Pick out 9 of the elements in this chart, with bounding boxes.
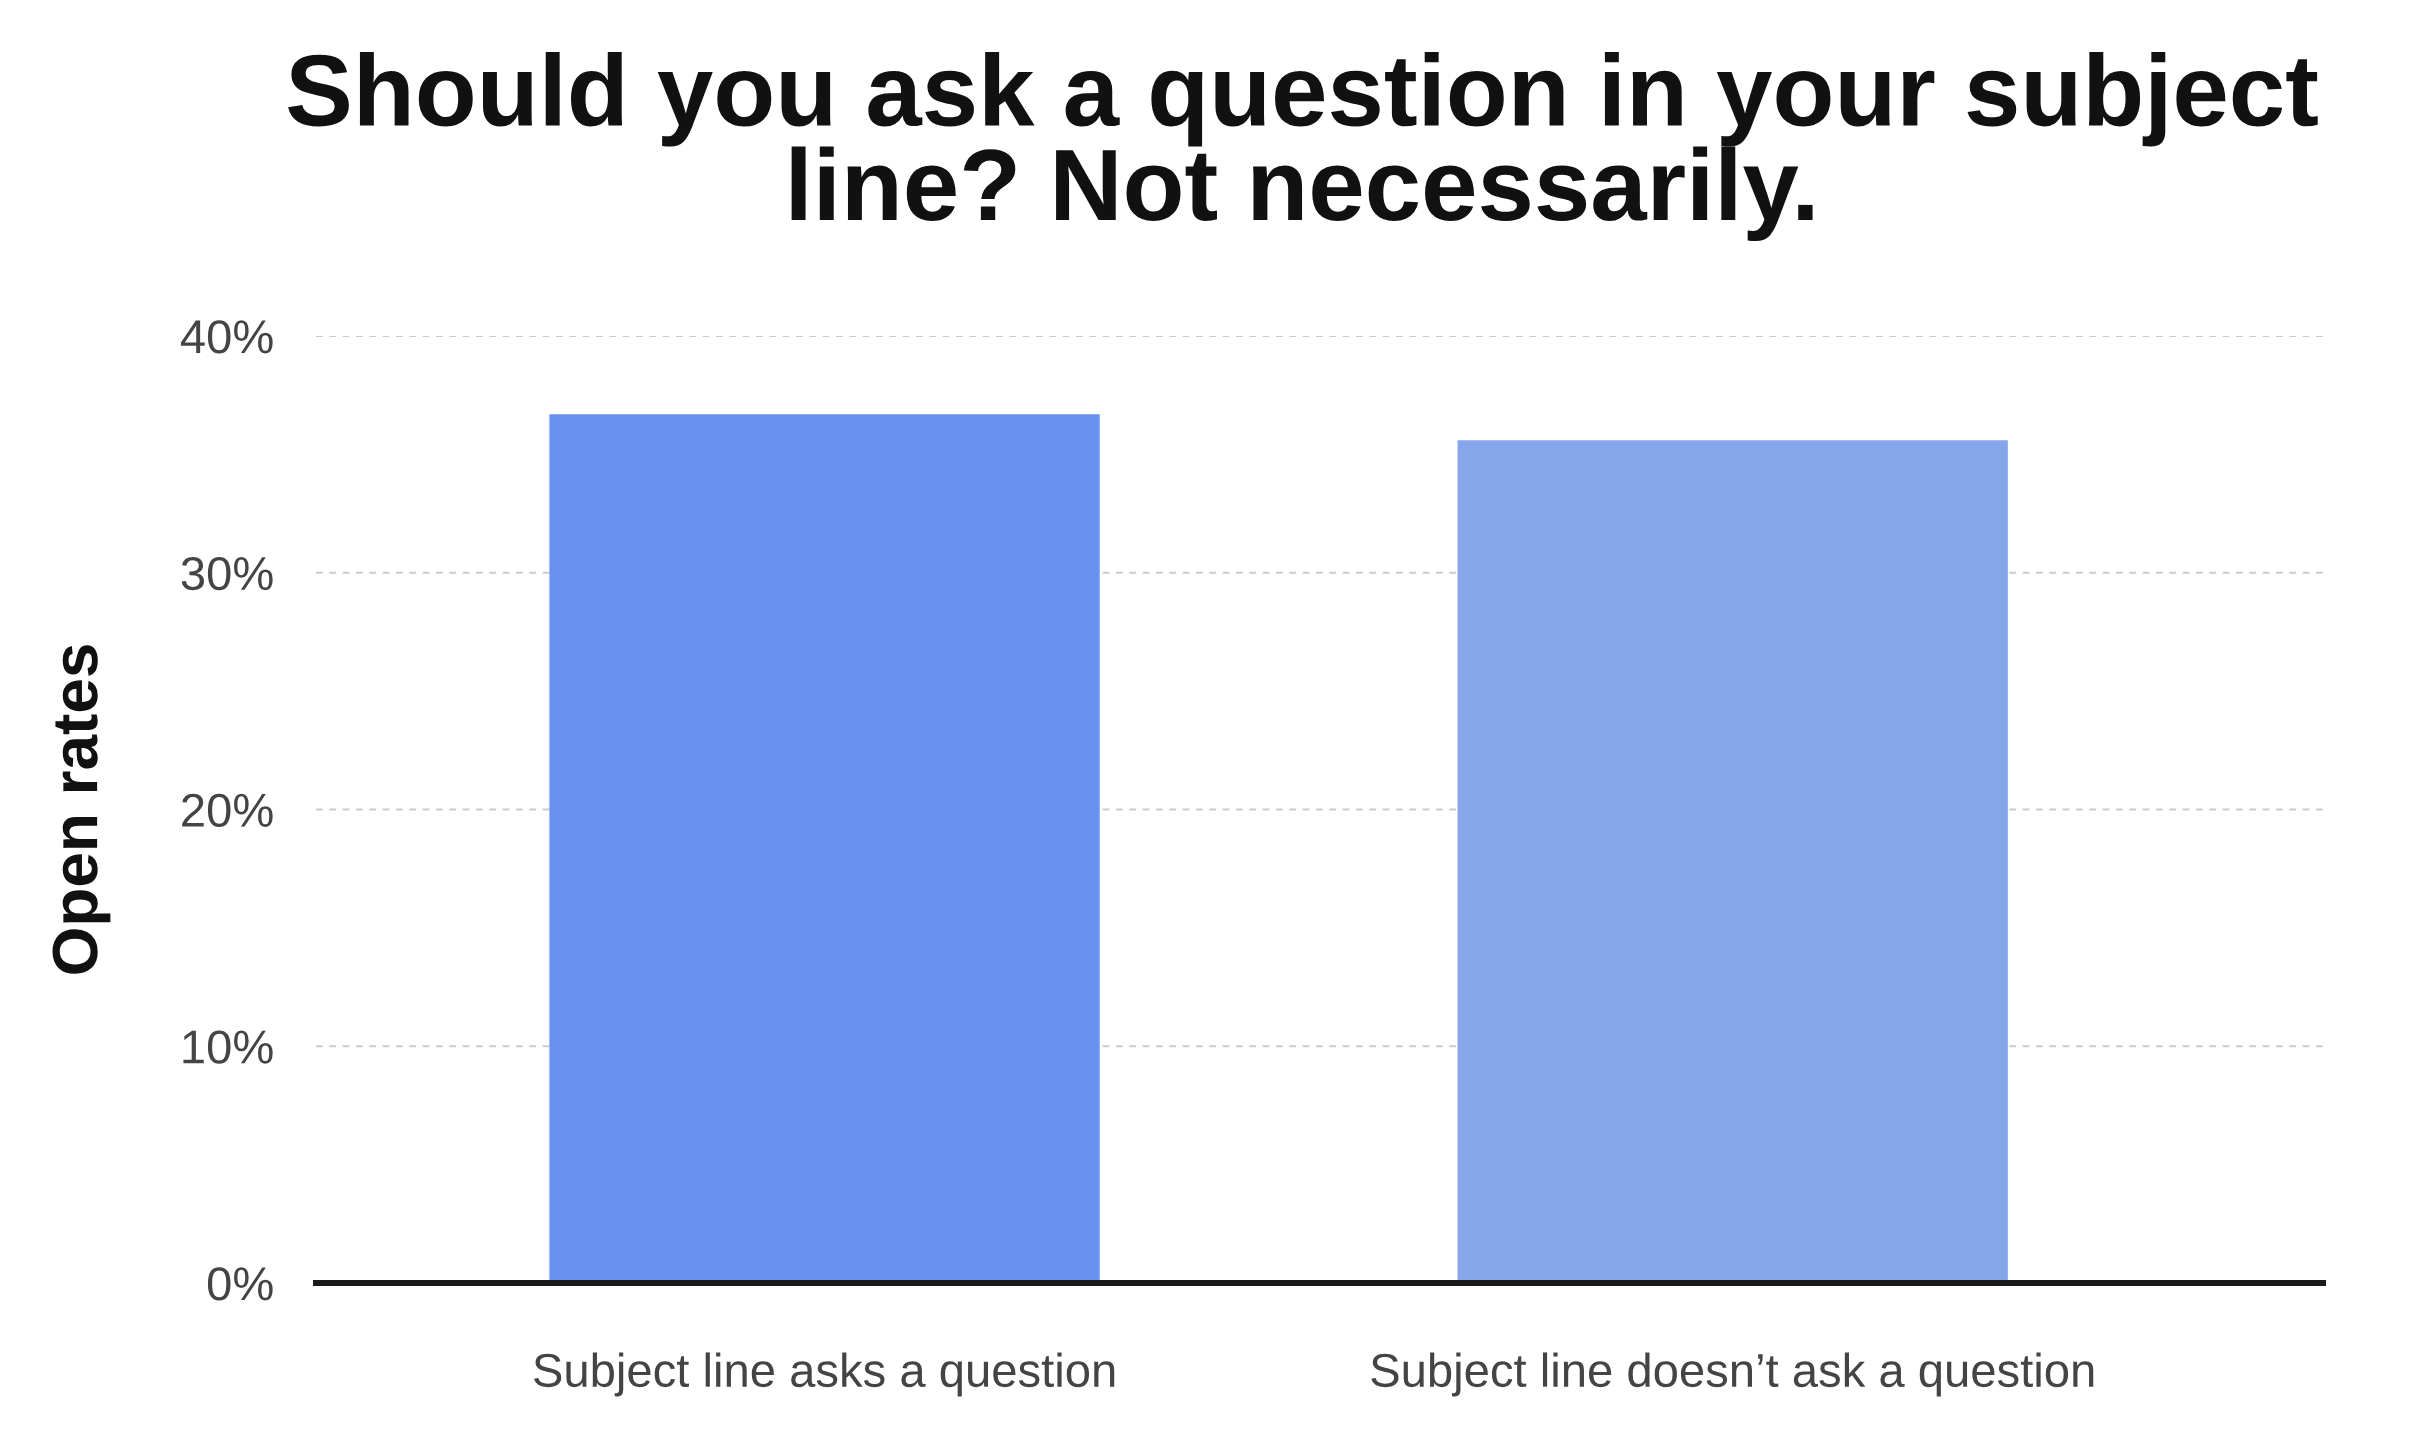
y-tick-label: 40%: [180, 320, 273, 354]
y-tick-label: 10%: [183, 1030, 273, 1064]
chart-title: Should you ask a question in your subject line? Not necessarily.: [288, 52, 2318, 242]
y-tick-label: 20%: [182, 793, 273, 828]
y-axis-title: Open rates: [52, 645, 111, 974]
x-tick-label: Subject line doesn’t ask a question: [1371, 1352, 2094, 1397]
y-tick-label: 0%: [207, 1267, 273, 1301]
x-tick-label: Subject line asks a question: [534, 1352, 1115, 1397]
y-tick-label: 30%: [181, 556, 273, 591]
